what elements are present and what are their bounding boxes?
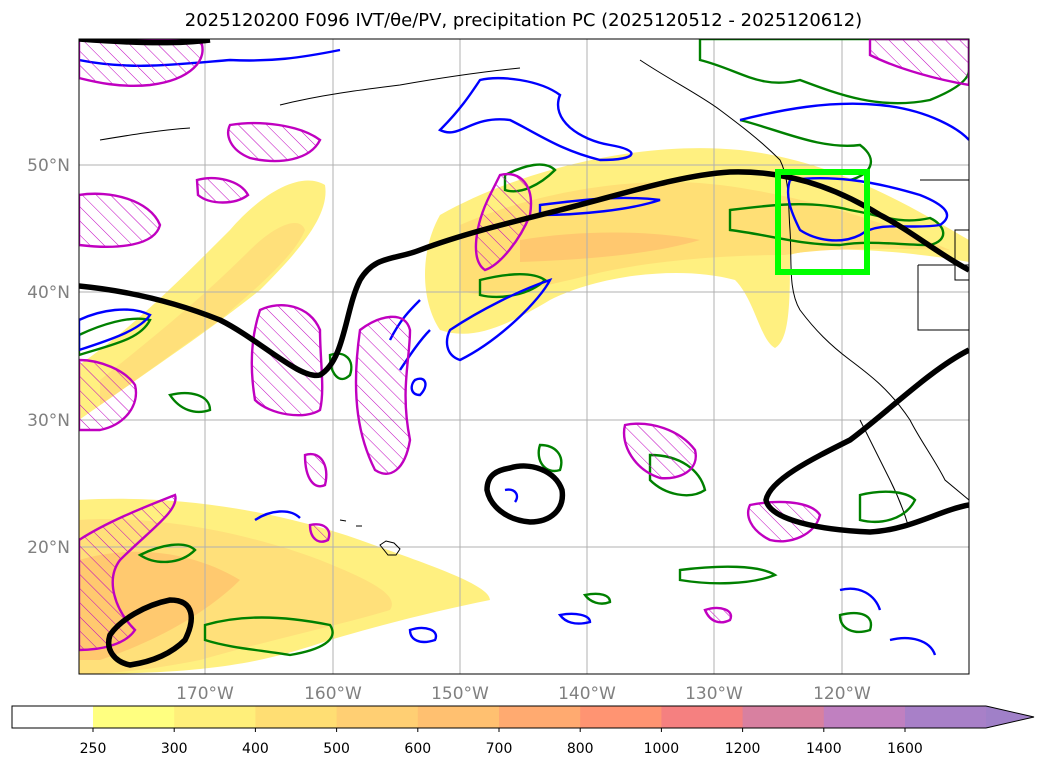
colorbar-segment	[174, 706, 256, 728]
colorbar-tick-label: 600	[404, 741, 431, 757]
colorbar-tick-label: 500	[323, 741, 350, 757]
colorbar-tick-label: 800	[567, 741, 594, 757]
colorbar-segment	[336, 706, 419, 728]
coastlines	[99, 59, 969, 556]
colorbar-segments	[93, 706, 987, 728]
lon-labels: 170°W 160°W 150°W 140°W 130°W 120°W	[176, 684, 871, 704]
region-box	[775, 169, 870, 275]
map-title: 2025120200 F096 IVT/θe/PV, precipitation…	[184, 10, 863, 31]
colorbar-segment	[661, 706, 744, 728]
colorbar-segment	[417, 706, 500, 728]
ivt-core-north	[460, 181, 950, 295]
colorbar-tick-label: 400	[242, 741, 269, 757]
lat-label-50n: 50°N	[27, 156, 70, 176]
colorbar-tick-label: 1600	[887, 741, 923, 757]
gridlines	[79, 39, 969, 674]
colorbar: 250 300 400 500 600 700 800 1000 1200 1400 1600	[11, 705, 1035, 757]
colorbar-tick-label: 250	[80, 741, 107, 757]
colorbar-segment	[499, 706, 581, 728]
lat-label-20n: 20°N	[27, 538, 70, 558]
colorbar-tick-label: 300	[161, 741, 188, 757]
lon-label-130w: 130°W	[685, 684, 743, 704]
colorbar-ticks: 250 300 400 500 600 700 800 1000 1200 1400 1600	[80, 728, 923, 757]
pv-hatched-regions	[79, 39, 969, 652]
colorbar-tick-label: 1200	[725, 741, 761, 757]
precip-contours	[79, 39, 969, 657]
colorbar-segment	[823, 706, 906, 728]
lon-label-150w: 150°W	[431, 684, 489, 704]
lon-label-170w: 170°W	[176, 684, 234, 704]
pv-contour	[79, 39, 969, 668]
colorbar-segment	[255, 706, 338, 728]
lon-label-140w: 140°W	[558, 684, 616, 704]
lon-label-160w: 160°W	[304, 684, 362, 704]
colorbar-segment	[742, 706, 825, 728]
colorbar-segment	[905, 706, 987, 728]
colorbar-tick-label: 1400	[806, 741, 842, 757]
colorbar-tick-label: 700	[486, 741, 513, 757]
colorbar-segment	[580, 706, 662, 728]
colorbar-extend-arrow	[986, 706, 1034, 728]
colorbar-segment	[93, 706, 175, 728]
lon-label-120w: 120°W	[813, 684, 871, 704]
lat-label-30n: 30°N	[27, 411, 70, 431]
colorbar-tick-label: 1000	[644, 741, 680, 757]
ivt-max-north	[520, 232, 700, 262]
lat-label-40n: 40°N	[27, 283, 70, 303]
theta-e-contours	[79, 48, 969, 656]
lat-labels: 20°N 30°N 40°N 50°N	[27, 156, 70, 558]
map-border	[78, 38, 970, 675]
colorbar-under	[12, 706, 93, 728]
